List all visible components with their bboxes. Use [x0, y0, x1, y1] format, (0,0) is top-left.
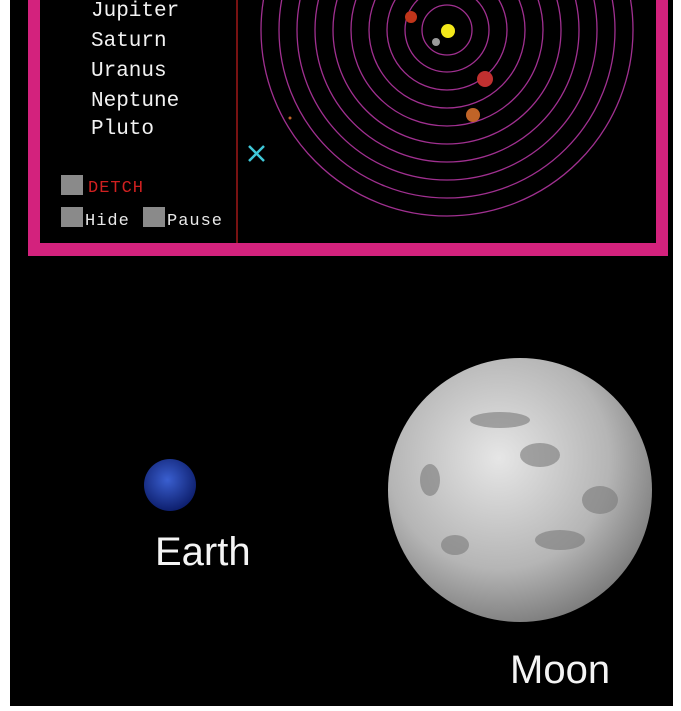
- menu-item[interactable]: Pluto: [91, 118, 154, 141]
- checkbox[interactable]: [61, 207, 83, 227]
- planet: [432, 38, 440, 46]
- solar-panel: Jupiter Saturn Uranus Neptune Pluto DETC…: [28, 0, 668, 256]
- earth-label: Earth: [155, 530, 251, 574]
- moon-label: Moon: [510, 648, 610, 692]
- menu-item[interactable]: Saturn: [91, 30, 167, 53]
- hide-button[interactable]: Hide: [85, 212, 130, 231]
- sun: [441, 24, 455, 38]
- menu-item[interactable]: Jupiter: [91, 0, 179, 23]
- detach-button[interactable]: DETCH: [88, 179, 144, 198]
- planet: [289, 117, 292, 120]
- pause-button[interactable]: Pause: [167, 212, 223, 231]
- earth: [144, 459, 196, 511]
- planet: [466, 108, 480, 122]
- menu-item[interactable]: Uranus: [91, 60, 167, 83]
- planet: [477, 71, 493, 87]
- screen: Jupiter Saturn Uranus Neptune Pluto DETC…: [0, 0, 681, 711]
- checkbox[interactable]: [61, 175, 83, 195]
- planet: [405, 11, 417, 23]
- menu-item[interactable]: Neptune: [91, 90, 179, 113]
- checkbox[interactable]: [143, 207, 165, 227]
